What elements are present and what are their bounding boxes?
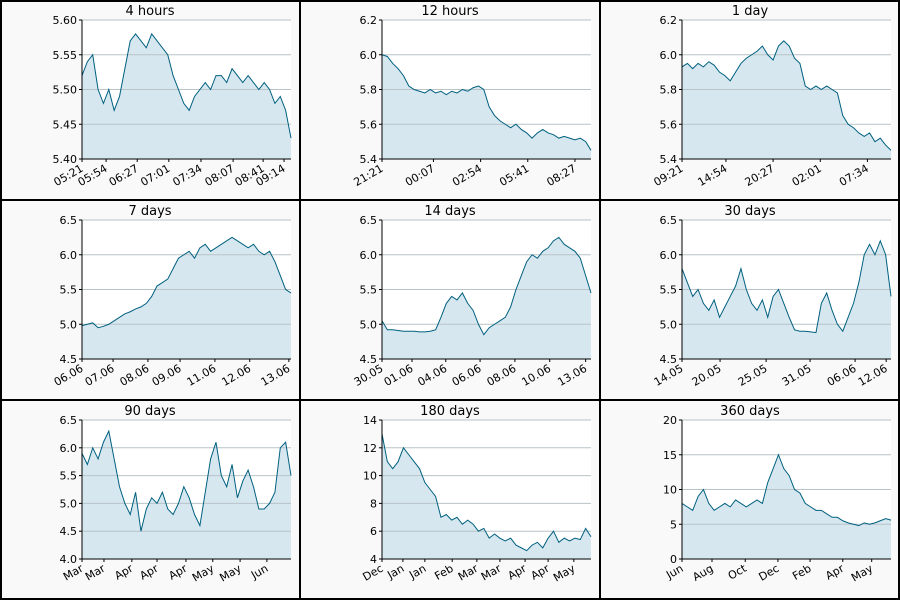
y-tick-label: 6.2	[660, 14, 678, 27]
y-tick-label: 8	[370, 497, 377, 510]
y-tick-label: 6.0	[660, 49, 678, 62]
y-tick-label: 5.8	[360, 84, 378, 97]
y-tick-label: 0	[670, 553, 677, 566]
price-line	[381, 54, 592, 151]
y-tick-label: 5	[670, 518, 677, 531]
area-fill	[382, 54, 591, 159]
y-tick-label: 5.6	[360, 118, 378, 131]
y-tick-label: 5.5	[360, 284, 378, 297]
y-tick-label: 14	[363, 414, 377, 427]
price-line	[381, 433, 592, 552]
y-tick-label: 15	[663, 449, 677, 462]
y-tick-label: 5.6	[660, 118, 678, 131]
y-tick-label: 4.5	[60, 525, 78, 538]
y-tick-label: 5.4	[660, 153, 678, 166]
y-tick-label: 6.2	[360, 14, 378, 27]
y-tick-label: 5.0	[60, 318, 78, 331]
price-line	[681, 40, 892, 151]
y-tick-label: 20	[663, 414, 677, 427]
price-line	[81, 32, 292, 139]
y-tick-label: 6	[370, 525, 377, 538]
y-tick-label: 10	[663, 484, 677, 497]
area-fill	[682, 240, 891, 359]
area-fill	[82, 237, 291, 359]
chart-title: 360 days	[720, 404, 780, 419]
y-tick-label: 12	[363, 442, 377, 455]
area-fill	[82, 431, 291, 559]
y-tick-label: 5.0	[660, 318, 678, 331]
price-line	[81, 429, 292, 532]
chart-title: 14 days	[424, 204, 476, 219]
price-line	[681, 453, 892, 527]
chart-title: 1 day	[732, 4, 769, 19]
y-tick-label: 5.50	[53, 84, 78, 97]
area-fill	[682, 40, 891, 159]
y-tick-label: 5.55	[53, 49, 78, 62]
area-fill	[82, 33, 291, 159]
y-tick-label: 6.5	[660, 214, 678, 227]
y-tick-label: 6.0	[60, 249, 78, 262]
y-tick-label: 6.0	[660, 249, 678, 262]
y-tick-label: 4.5	[360, 353, 378, 366]
y-tick-label: 4.5	[60, 353, 78, 366]
y-tick-label: 4.5	[660, 353, 678, 366]
y-tick-label: 6.5	[360, 214, 378, 227]
y-tick-label: 5.40	[53, 153, 78, 166]
y-tick-label: 4.0	[60, 553, 78, 566]
price-line	[381, 236, 592, 336]
area-fill	[382, 237, 591, 359]
y-tick-label: 5.5	[660, 284, 678, 297]
y-tick-label: 5.60	[53, 14, 78, 27]
y-tick-label: 5.5	[60, 284, 78, 297]
y-tick-label: 6.0	[360, 49, 378, 62]
price-line	[681, 239, 892, 334]
y-tick-label: 5.0	[360, 318, 378, 331]
y-tick-label: 6.0	[360, 249, 378, 262]
chart-title: 4 hours	[126, 4, 175, 19]
area-fill	[682, 454, 891, 559]
y-tick-label: 6.5	[60, 214, 78, 227]
chart-title: 7 days	[128, 204, 171, 219]
y-tick-label: 6.5	[60, 414, 78, 427]
chart-title: 30 days	[724, 204, 776, 219]
y-tick-label: 5.0	[60, 497, 78, 510]
chart-title: 180 days	[420, 404, 480, 419]
y-tick-label: 6.0	[60, 442, 78, 455]
y-tick-label: 5.5	[60, 470, 78, 483]
area-fill	[382, 433, 591, 559]
chart-title: 12 hours	[421, 4, 478, 19]
price-line	[81, 236, 292, 329]
y-tick-label: 5.45	[53, 118, 78, 131]
chart-title: 90 days	[124, 404, 176, 419]
y-tick-label: 5.4	[360, 153, 378, 166]
y-tick-label: 10	[363, 470, 377, 483]
y-tick-label: 5.8	[660, 84, 678, 97]
y-tick-label: 4	[370, 553, 377, 566]
